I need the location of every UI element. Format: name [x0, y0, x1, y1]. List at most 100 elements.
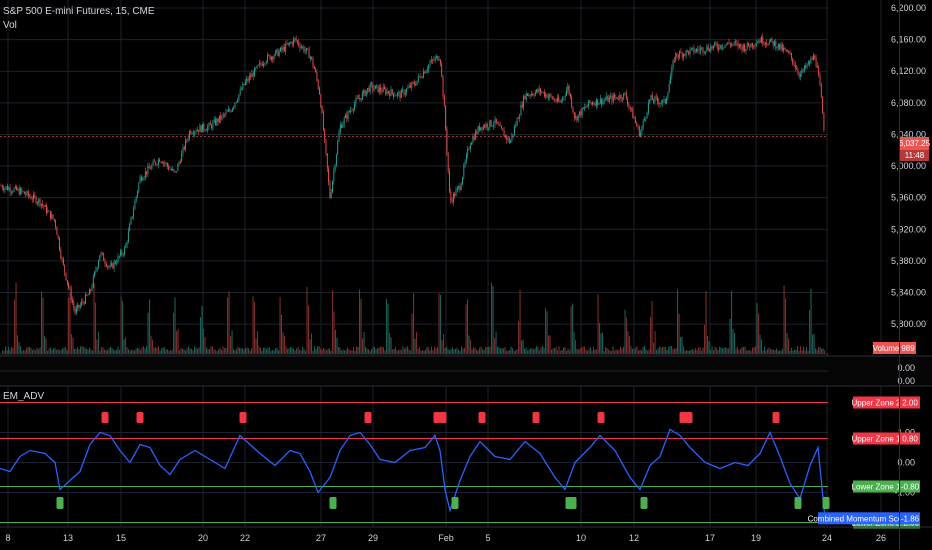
candle-body [724, 44, 726, 48]
volume-bar [300, 350, 302, 354]
volume-bar [87, 349, 89, 354]
candle-body [238, 94, 240, 100]
candle-body [229, 109, 231, 112]
volume-bar [249, 350, 251, 354]
volume-bar [258, 346, 260, 354]
volume-bar [600, 333, 602, 354]
volume-legend[interactable]: Vol [3, 20, 17, 31]
candle-body [766, 42, 768, 45]
candle-body [88, 289, 90, 295]
candle-body [810, 58, 812, 64]
candle-body [559, 101, 561, 103]
volume-bar [744, 346, 746, 354]
candle-body [442, 75, 444, 97]
volume-bar [444, 347, 446, 354]
volume-bar [699, 347, 701, 354]
volume-bar [707, 335, 709, 354]
volume-bar [122, 301, 124, 354]
candle-body [620, 95, 622, 99]
candle-body [618, 98, 619, 100]
volume-bar [533, 349, 535, 354]
candle-body [549, 94, 551, 97]
volume-bar [722, 348, 724, 354]
candle-body [174, 170, 176, 172]
candle-body [420, 76, 422, 78]
volume-bar [393, 349, 395, 354]
volume-bar [477, 350, 479, 354]
candle-body [85, 294, 86, 304]
volume-bar [167, 349, 169, 354]
candle-body [307, 48, 309, 50]
volume-bar [677, 289, 679, 354]
candle-body [675, 53, 677, 62]
candle-body [309, 56, 311, 59]
candle-body [156, 164, 158, 166]
candle-body [485, 123, 487, 128]
candle-body [610, 95, 612, 98]
volume-bar [420, 350, 422, 354]
volume-bar [684, 350, 686, 354]
volume-bar [36, 347, 38, 354]
indicator-title[interactable]: EM_ADV [3, 391, 45, 402]
volume-bar [539, 350, 541, 354]
volume-bar [17, 335, 19, 354]
symbol-title[interactable]: S&P 500 E-mini Futures, 15, CME [3, 6, 155, 17]
volume-bar [632, 348, 634, 354]
candle-body [355, 98, 357, 104]
candle-body [576, 116, 578, 121]
candle-body [8, 187, 10, 190]
candle-body [653, 100, 655, 102]
candle-body [348, 111, 350, 113]
volume-bar [213, 349, 215, 354]
candle-body [589, 100, 591, 103]
candle-body [740, 43, 742, 47]
volume-bar [51, 349, 53, 354]
volume-bar [597, 294, 599, 354]
volume-bar [146, 346, 148, 354]
candle-body [438, 59, 440, 61]
candle-body [430, 59, 432, 63]
volume-bar [441, 339, 443, 354]
candle-body [631, 108, 632, 110]
candle-body [83, 302, 85, 304]
volume-bar [254, 302, 256, 354]
candle-body [285, 43, 287, 52]
volume-bar [350, 350, 352, 354]
volume-bar [134, 350, 136, 354]
candle-body [125, 244, 127, 248]
candle-body [187, 138, 189, 141]
candle-body [73, 302, 75, 308]
candle-body [166, 163, 168, 167]
volume-bar [30, 348, 32, 354]
volume-bar [540, 347, 542, 354]
candle-body [697, 48, 699, 50]
candle-body [4, 187, 6, 191]
candle-body [633, 118, 635, 119]
volume-bar [56, 349, 58, 354]
candle-body [363, 90, 365, 93]
volume-bar [405, 347, 407, 354]
volume-value: 989 [901, 344, 915, 353]
candle-body [7, 186, 8, 190]
volume-bar [125, 337, 127, 354]
volume-bar [306, 286, 308, 354]
volume-bar [711, 346, 713, 354]
volume-bar [762, 350, 764, 354]
volume-bar [545, 307, 547, 354]
volume-bar [585, 349, 587, 354]
volume-bar [467, 299, 469, 354]
volume-bar [302, 346, 304, 354]
zone-value: 0.80 [902, 435, 918, 444]
candle-body [777, 43, 779, 48]
volume-bar [144, 348, 146, 354]
volume-bar [710, 349, 712, 354]
candle-body [18, 188, 20, 195]
candle-body [558, 97, 560, 102]
volume-bar [603, 350, 605, 354]
volume-bar [156, 348, 158, 354]
volume-bar [636, 346, 638, 354]
sell-signal-marker [433, 412, 441, 423]
volume-bar [182, 348, 184, 354]
volume-bar [164, 347, 166, 354]
